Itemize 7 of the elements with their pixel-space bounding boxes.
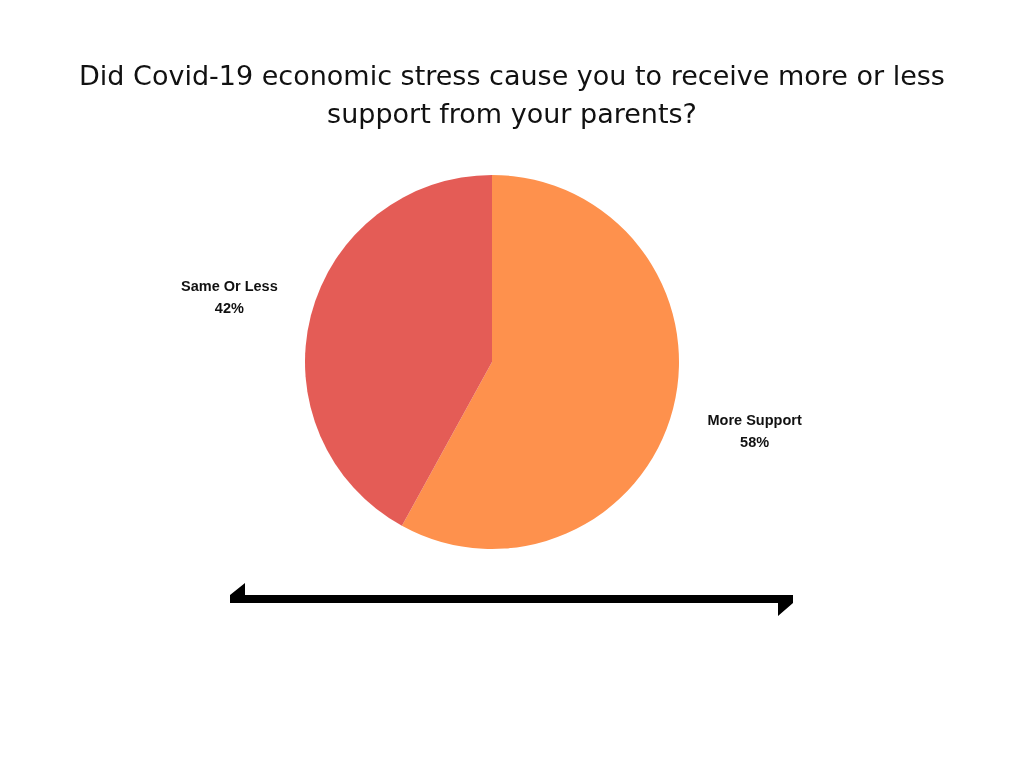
pie-slice [401, 175, 679, 549]
slice-label: More Support [707, 412, 802, 429]
pie-slice [305, 175, 492, 526]
chart-title: Did Covid-19 economic stress cause you to receive more or less support from your parents? [79, 60, 945, 129]
data-label: 58% [740, 434, 770, 451]
data-label: 42% [214, 299, 244, 316]
slice-label: Same Or Less [181, 277, 278, 294]
